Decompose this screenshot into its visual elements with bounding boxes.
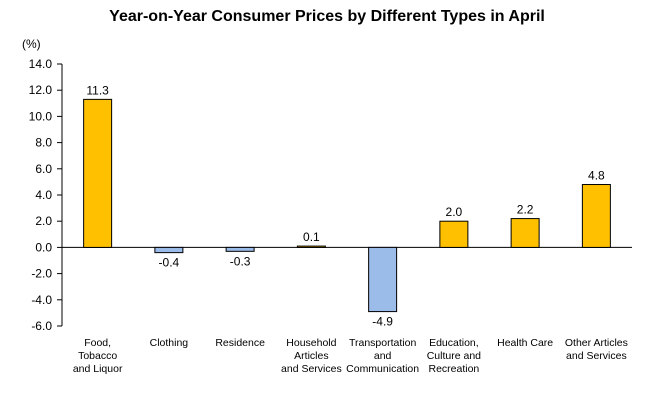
data-label: -4.9	[372, 315, 393, 329]
y-tick-label: 6.0	[35, 162, 52, 176]
y-tick-label: 10.0	[29, 109, 53, 123]
bar	[368, 246, 398, 313]
data-label: -0.4	[159, 256, 180, 270]
category-label: Health Care	[497, 337, 553, 349]
y-tick-label: 2.0	[35, 214, 52, 228]
category-label-line: Household	[286, 337, 336, 349]
data-label: 2.0	[446, 205, 463, 219]
data-label: -0.3	[230, 254, 251, 268]
bar	[510, 218, 540, 248]
y-axis-unit-label: (%)	[22, 37, 41, 51]
category-label-line: Food,	[84, 337, 111, 349]
category-label-line: Health Care	[497, 337, 553, 349]
axes: 14.0 12.0 10.0 8.0 6.0 4.0 2.0 0.0 -2.0 -4.0 -6.0	[29, 57, 632, 333]
category-label-line: Articles	[294, 350, 328, 362]
bars	[83, 98, 611, 313]
category-label-line: Education,	[429, 337, 479, 349]
bar	[83, 98, 113, 248]
data-label: 2.2	[517, 203, 534, 217]
data-label: 11.3	[86, 83, 109, 97]
category-label-line: Clothing	[150, 337, 189, 349]
data-label: 0.1	[303, 230, 320, 244]
bar	[154, 246, 184, 254]
labels: 11.3 Food, Tobacco and Liquor -0.4 Clothing -0…	[73, 83, 628, 375]
category-label-line: Tobacco	[78, 350, 117, 362]
category-label-line: Transportation	[349, 337, 416, 349]
data-label: 4.8	[588, 169, 605, 183]
category-label: Education, Culture and Recreation	[427, 337, 481, 375]
category-label-line: and Services	[281, 363, 342, 375]
bar	[225, 246, 255, 252]
category-label-line: Communication	[346, 363, 419, 375]
bar	[296, 245, 326, 248]
category-label-line: and	[374, 350, 392, 362]
category-label: Clothing	[150, 337, 189, 349]
y-tick-label: 12.0	[29, 83, 53, 97]
y-tick-label: 8.0	[35, 136, 52, 150]
category-label-line: Other Articles	[565, 337, 628, 349]
category-label-line: Recreation	[428, 363, 479, 375]
bar	[581, 184, 611, 248]
category-label: Food, Tobacco and Liquor	[73, 337, 123, 375]
category-label: Other Articles and Services	[565, 337, 628, 362]
y-tick-label: 14.0	[29, 57, 53, 71]
y-tick-label: -4.0	[31, 293, 52, 307]
category-label: Household Articles and Services	[281, 337, 342, 375]
y-tick-label: 4.0	[35, 188, 52, 202]
category-label-line: and Services	[566, 350, 627, 362]
category-label-line: Residence	[215, 337, 265, 349]
y-tick-label: -2.0	[31, 267, 52, 281]
category-label: Residence	[215, 337, 265, 349]
bar	[439, 220, 469, 248]
category-label: Transportation and Communication	[346, 337, 419, 375]
category-label-line: Culture and	[427, 350, 481, 362]
y-tick-label: 0.0	[35, 240, 52, 254]
chart-title: Year-on-Year Consumer Prices by Differen…	[109, 8, 545, 25]
y-tick-label: -6.0	[31, 319, 52, 333]
category-label-line: and Liquor	[73, 363, 123, 375]
